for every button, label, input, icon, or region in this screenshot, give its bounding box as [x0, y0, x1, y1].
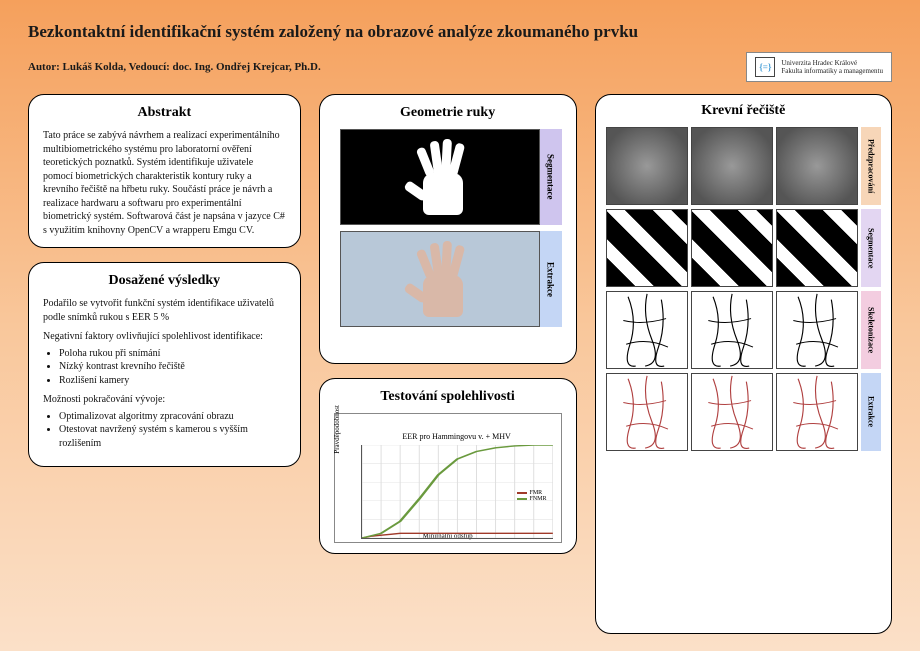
blood-row: Skeletonizace — [606, 291, 881, 369]
column-left: Abstrakt Tato práce se zabývá návrhem a … — [28, 94, 301, 634]
logo-line2: Fakulta informatiky a managementu — [781, 67, 883, 75]
blood-cell — [776, 291, 858, 369]
results-neg-item: Rozlišení kamery — [59, 374, 286, 388]
abstract-panel: Abstrakt Tato práce se zabývá návrhem a … — [28, 94, 301, 248]
blood-row-label: Extrakce — [861, 373, 881, 451]
abstract-heading: Abstrakt — [43, 105, 286, 121]
results-neg-list: Poloha rukou při snímáníNízký kontrast k… — [43, 347, 286, 388]
hand-extraction-image — [340, 231, 540, 327]
results-neg-item: Nízký kontrast krevního řečiště — [59, 360, 286, 374]
results-neg-item: Poloha rukou při snímání — [59, 347, 286, 361]
hand-geom-row-label: Extrakce — [540, 231, 562, 327]
columns: Abstrakt Tato práce se zabývá návrhem a … — [28, 94, 892, 634]
blood-panel: Krevní řečiště Předzpracování Segmentace S… — [595, 94, 892, 634]
blood-row: Segmentace — [606, 209, 881, 287]
chart-ylabel: Pravděpodobnost — [333, 405, 341, 454]
logo-line1: Univerzita Hradec Králové — [781, 59, 883, 67]
blood-row-label: Předzpracování — [861, 127, 881, 205]
blood-cell — [606, 373, 688, 451]
results-future-label: Možnosti pokračování vývoje: — [43, 393, 286, 407]
blood-cell — [691, 291, 773, 369]
author-line: Autor: Lukáš Kolda, Vedoucí: doc. Ing. O… — [28, 61, 321, 73]
blood-row-label: Skeletonizace — [861, 291, 881, 369]
hand-segmentation-image — [340, 129, 540, 225]
blood-cell — [691, 127, 773, 205]
legend-swatch — [517, 498, 527, 500]
hand-geom-row: Extrakce — [334, 231, 562, 327]
eer-chart: EER pro Hammingovu v. + MHV Pravděpodobn… — [334, 413, 562, 543]
blood-cell — [606, 209, 688, 287]
results-neg-label: Negativní faktory ovlivňující spolehlivo… — [43, 330, 286, 344]
blood-cell — [776, 127, 858, 205]
blood-cell — [606, 291, 688, 369]
hand-geom-row: Segmentace — [334, 129, 562, 225]
results-heading: Dosažené výsledky — [43, 273, 286, 289]
results-intro: Podařilo se vytvořit funkční systém iden… — [43, 297, 286, 324]
blood-rows: Předzpracování Segmentace Skeletonizace Ext… — [606, 127, 881, 451]
blood-cell — [691, 373, 773, 451]
column-right: Krevní řečiště Předzpracování Segmentace S… — [595, 94, 892, 634]
hand-geom-heading: Geometrie ruky — [334, 105, 562, 121]
legend-label: FNMR — [530, 496, 547, 502]
results-panel: Dosažené výsledky Podařilo se vytvořit f… — [28, 262, 301, 467]
blood-row: Předzpracování — [606, 127, 881, 205]
blood-cell — [691, 209, 773, 287]
legend-swatch — [517, 492, 527, 494]
poster-root: Bezkontaktní identifikační systém založe… — [0, 0, 920, 651]
results-future-list: Optimalizovat algoritmy zpracování obraz… — [43, 410, 286, 451]
blood-row: Extrakce — [606, 373, 881, 451]
hand-geometry-panel: Geometrie ruky Segmentace Extrakce — [319, 94, 577, 364]
legend-item: FNMR — [517, 496, 547, 502]
blood-cell — [776, 209, 858, 287]
logo-text: Univerzita Hradec Králové Fakulta inform… — [781, 59, 883, 76]
reliability-heading: Testování spolehlivosti — [334, 389, 562, 405]
results-future-item: Otestovat navržený systém s kamerou s vy… — [59, 423, 286, 450]
chart-title: EER pro Hammingovu v. + MHV — [361, 432, 553, 441]
abstract-text: Tato práce se zabývá návrhem a realizací… — [43, 129, 286, 237]
results-future-item: Optimalizovat algoritmy zpracování obraz… — [59, 410, 286, 424]
poster-title: Bezkontaktní identifikační systém založe… — [28, 22, 892, 42]
blood-row-label: Segmentace — [861, 209, 881, 287]
reliability-panel: Testování spolehlivosti EER pro Hammingo… — [319, 378, 577, 554]
university-logo: {=} Univerzita Hradec Králové Fakulta in… — [746, 52, 892, 82]
chart-legend: FMRFNMR — [517, 490, 547, 502]
hand-geom-rows: Segmentace Extrakce — [334, 129, 562, 327]
logo-icon: {=} — [755, 57, 775, 77]
blood-cell — [776, 373, 858, 451]
blood-heading: Krevní řečiště — [606, 103, 881, 119]
hand-geom-row-label: Segmentace — [540, 129, 562, 225]
author-row: Autor: Lukáš Kolda, Vedoucí: doc. Ing. O… — [28, 52, 892, 82]
column-middle: Geometrie ruky Segmentace Extrakce Testov… — [319, 94, 577, 634]
blood-cell — [606, 127, 688, 205]
